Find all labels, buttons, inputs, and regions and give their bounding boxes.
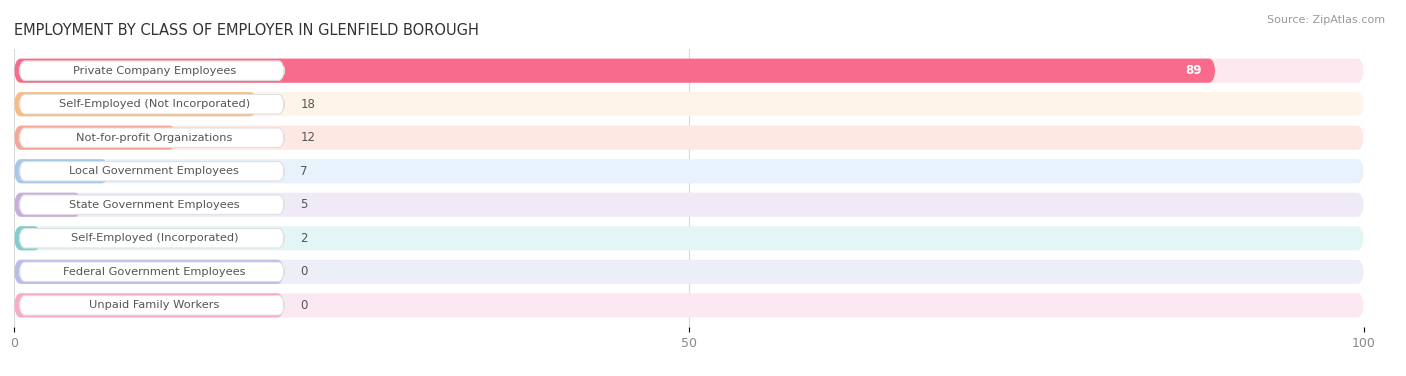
FancyBboxPatch shape: [14, 293, 284, 317]
Text: State Government Employees: State Government Employees: [69, 200, 240, 210]
Text: Private Company Employees: Private Company Employees: [73, 66, 236, 76]
FancyBboxPatch shape: [14, 226, 1364, 250]
Text: EMPLOYMENT BY CLASS OF EMPLOYER IN GLENFIELD BOROUGH: EMPLOYMENT BY CLASS OF EMPLOYER IN GLENF…: [14, 23, 479, 38]
FancyBboxPatch shape: [14, 293, 1364, 317]
FancyBboxPatch shape: [20, 94, 284, 114]
FancyBboxPatch shape: [20, 229, 284, 248]
FancyBboxPatch shape: [20, 61, 284, 80]
FancyBboxPatch shape: [14, 92, 1364, 116]
FancyBboxPatch shape: [14, 193, 82, 217]
FancyBboxPatch shape: [20, 262, 284, 282]
FancyBboxPatch shape: [14, 159, 108, 183]
Text: Federal Government Employees: Federal Government Employees: [63, 267, 246, 277]
FancyBboxPatch shape: [14, 226, 41, 250]
FancyBboxPatch shape: [14, 260, 284, 284]
FancyBboxPatch shape: [14, 193, 1364, 217]
Text: 2: 2: [301, 232, 308, 245]
FancyBboxPatch shape: [20, 128, 284, 147]
Text: 5: 5: [301, 198, 308, 211]
FancyBboxPatch shape: [20, 296, 284, 315]
Text: Source: ZipAtlas.com: Source: ZipAtlas.com: [1267, 15, 1385, 25]
FancyBboxPatch shape: [14, 159, 1364, 183]
FancyBboxPatch shape: [14, 260, 1364, 284]
FancyBboxPatch shape: [20, 162, 284, 181]
Text: Unpaid Family Workers: Unpaid Family Workers: [89, 300, 219, 310]
Text: Not-for-profit Organizations: Not-for-profit Organizations: [76, 133, 232, 143]
FancyBboxPatch shape: [14, 126, 176, 150]
Text: 0: 0: [301, 265, 308, 278]
Text: Local Government Employees: Local Government Employees: [69, 166, 239, 176]
FancyBboxPatch shape: [14, 59, 1215, 83]
Text: 89: 89: [1185, 64, 1202, 77]
FancyBboxPatch shape: [14, 126, 1364, 150]
Text: Self-Employed (Incorporated): Self-Employed (Incorporated): [70, 233, 238, 243]
Text: 12: 12: [301, 131, 315, 144]
Text: 0: 0: [301, 299, 308, 312]
FancyBboxPatch shape: [14, 92, 257, 116]
Text: 18: 18: [301, 98, 315, 111]
FancyBboxPatch shape: [14, 59, 1364, 83]
FancyBboxPatch shape: [20, 195, 284, 214]
Text: 7: 7: [301, 165, 308, 178]
Text: Self-Employed (Not Incorporated): Self-Employed (Not Incorporated): [59, 99, 250, 109]
